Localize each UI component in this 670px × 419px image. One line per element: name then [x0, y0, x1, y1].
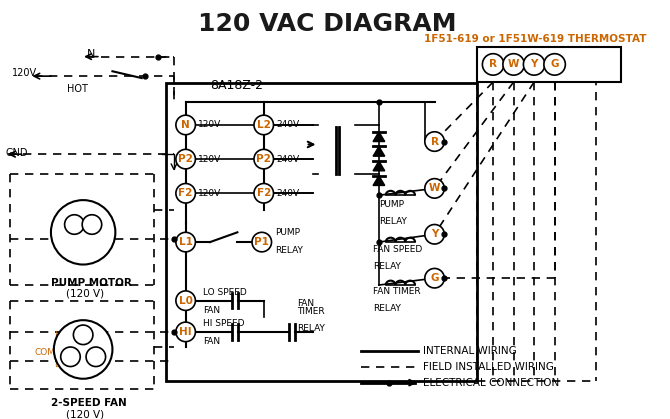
Text: W: W [429, 184, 440, 194]
Text: RELAY: RELAY [379, 217, 407, 226]
Circle shape [176, 149, 196, 169]
Circle shape [503, 54, 525, 75]
Text: LO: LO [54, 360, 65, 369]
Text: G: G [550, 59, 559, 70]
Text: INTERNAL WIRING: INTERNAL WIRING [423, 347, 517, 357]
Text: L1: L1 [179, 237, 192, 247]
Text: HOT: HOT [66, 84, 87, 94]
Circle shape [61, 347, 80, 367]
Text: RELAY: RELAY [373, 261, 401, 271]
Circle shape [252, 232, 271, 252]
Circle shape [482, 54, 504, 75]
Text: PUMP MOTOR: PUMP MOTOR [51, 278, 132, 288]
Text: HI: HI [180, 327, 192, 337]
Text: N: N [87, 49, 95, 59]
Circle shape [425, 225, 444, 244]
Text: Y: Y [431, 229, 438, 239]
Text: 2-SPEED FAN: 2-SPEED FAN [51, 398, 127, 408]
Text: F2: F2 [257, 188, 271, 198]
Text: 120V: 120V [12, 68, 37, 78]
Text: HI SPEED: HI SPEED [203, 319, 245, 328]
Text: RELAY: RELAY [275, 246, 304, 255]
Text: F2: F2 [178, 188, 193, 198]
Text: W: W [508, 59, 519, 70]
Text: GND: GND [5, 148, 27, 158]
Circle shape [54, 320, 113, 379]
Text: (120 V): (120 V) [66, 409, 104, 419]
Text: LO SPEED: LO SPEED [203, 288, 247, 297]
Text: HI: HI [54, 331, 63, 340]
Text: P1: P1 [255, 237, 269, 247]
Circle shape [176, 115, 196, 134]
Circle shape [51, 200, 115, 264]
Text: 240V: 240V [277, 155, 299, 163]
Text: 8A18Z-2: 8A18Z-2 [210, 79, 263, 92]
Circle shape [425, 132, 444, 151]
Polygon shape [373, 161, 385, 171]
Text: L0: L0 [179, 296, 192, 305]
Circle shape [254, 115, 273, 134]
Circle shape [254, 184, 273, 203]
Text: FAN: FAN [203, 305, 220, 315]
Bar [476, 47, 621, 82]
Text: N: N [182, 120, 190, 130]
Text: RELAY: RELAY [297, 324, 325, 333]
Text: R: R [489, 59, 497, 70]
Text: 120V: 120V [198, 155, 222, 163]
Circle shape [176, 291, 196, 310]
Circle shape [176, 184, 196, 203]
Text: 1F51-619 or 1F51W-619 THERMOSTAT: 1F51-619 or 1F51W-619 THERMOSTAT [424, 34, 647, 44]
Text: FAN SPEED: FAN SPEED [373, 245, 422, 254]
Text: FAN: FAN [203, 337, 220, 346]
Circle shape [254, 149, 273, 169]
Text: COM: COM [34, 348, 56, 357]
Circle shape [176, 322, 196, 341]
Text: G: G [430, 273, 439, 283]
Text: PUMP: PUMP [275, 228, 300, 237]
Circle shape [523, 54, 545, 75]
Circle shape [425, 269, 444, 288]
Text: FIELD INSTALLED WIRING: FIELD INSTALLED WIRING [423, 362, 553, 372]
Text: FAN: FAN [297, 300, 314, 308]
Text: 120V: 120V [198, 120, 222, 129]
Text: 240V: 240V [277, 120, 299, 129]
Text: PUMP: PUMP [379, 200, 404, 209]
Circle shape [74, 325, 93, 344]
Text: FAN TIMER: FAN TIMER [373, 287, 421, 296]
Text: R: R [431, 137, 439, 147]
Circle shape [425, 178, 444, 198]
Circle shape [64, 215, 84, 234]
Text: ELECTRICAL CONNECTION: ELECTRICAL CONNECTION [423, 378, 559, 388]
Bar [166, 83, 476, 381]
Text: P2: P2 [257, 154, 271, 164]
Text: L2: L2 [257, 120, 271, 130]
Circle shape [544, 54, 565, 75]
Text: RELAY: RELAY [373, 304, 401, 313]
Polygon shape [373, 176, 385, 186]
Circle shape [82, 215, 102, 234]
Polygon shape [373, 132, 385, 142]
Text: Y: Y [531, 59, 538, 70]
Polygon shape [373, 146, 385, 156]
Circle shape [86, 347, 106, 367]
Text: P2: P2 [178, 154, 193, 164]
Text: 240V: 240V [277, 189, 299, 198]
Circle shape [176, 232, 196, 252]
Text: 120 VAC DIAGRAM: 120 VAC DIAGRAM [198, 12, 456, 36]
Text: 120V: 120V [198, 189, 222, 198]
Text: (120 V): (120 V) [66, 289, 104, 299]
Text: TIMER: TIMER [297, 307, 324, 316]
